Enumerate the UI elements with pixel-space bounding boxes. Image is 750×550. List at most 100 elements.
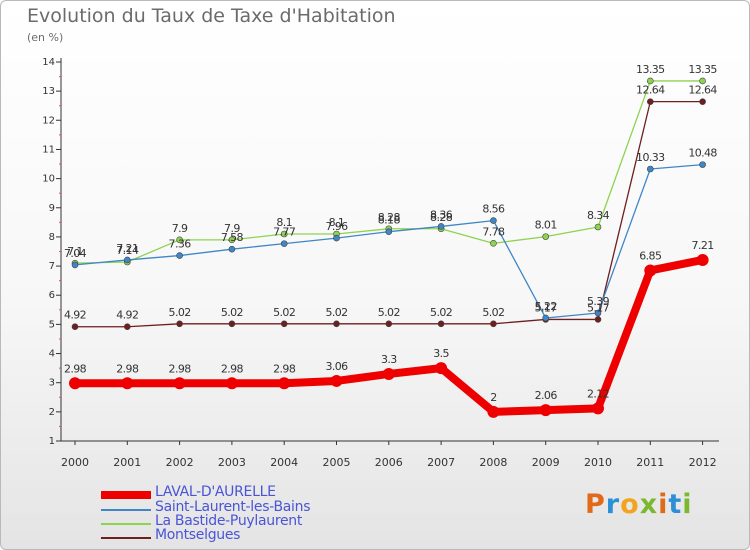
data-label: 2.12 [587,387,609,400]
data-label: 3.5 [433,347,449,360]
y-tick-label: 1 [49,436,55,447]
data-label: 5.02 [273,306,295,319]
x-tick-label: 2000 [61,456,89,469]
x-tick-label: 2007 [427,456,455,469]
chart-unit-label: (en %) [27,31,64,44]
y-tick-label: 5 [49,319,55,330]
data-label: 7.9 [172,222,188,235]
data-label: 2.06 [535,389,558,402]
x-tick-label: 2001 [113,456,141,469]
data-point [382,367,395,380]
data-label: 5.22 [535,300,557,313]
data-label: 7.1 [67,245,83,258]
data-label: 2.98 [221,362,244,375]
data-label: 7.96 [325,220,348,233]
x-tick-label: 2008 [479,456,507,469]
data-point [124,256,131,264]
data-label: 6.85 [639,249,662,262]
data-label: 7.14 [116,244,139,257]
data-point [71,323,79,331]
data-label: 8.18 [378,214,401,227]
data-label: 3.06 [325,360,348,373]
data-point [487,405,500,418]
data-point [592,402,604,415]
legend-swatch [101,523,151,525]
data-label: 13.35 [636,63,665,76]
data-label: 7.21 [116,242,138,255]
data-point [69,377,81,390]
legend-label: Saint-Laurent-les-Bains [155,499,311,515]
data-point [333,320,340,328]
legend-label: LAVAL-D'AURELLE [155,484,276,500]
data-point [646,165,654,173]
data-label: 4.92 [116,309,138,322]
data-label: 2.98 [169,362,192,375]
data-point [490,240,497,247]
data-point [699,161,706,168]
data-point [330,374,343,387]
data-label: 7.36 [169,238,192,251]
data-label: 5.17 [535,301,558,314]
data-label: 8.56 [482,203,505,216]
data-label: 5.17 [587,301,610,314]
y-tick-label: 7 [49,261,55,272]
data-point [699,77,706,85]
data-point [437,223,445,230]
data-point [176,252,183,259]
y-tick-label: 4 [49,349,55,360]
data-label: 12.64 [688,84,717,97]
data-label: 7.78 [482,225,505,238]
data-point [71,261,79,269]
data-label: 2.98 [116,362,139,375]
y-tick-label: 9 [49,203,55,214]
data-label: 7.58 [221,231,244,244]
data-label: 7.21 [692,239,714,252]
data-point [228,245,236,253]
y-tick-label: 6 [49,290,55,301]
data-label: 5.02 [378,306,400,319]
data-point [539,404,552,417]
data-point [280,230,288,238]
data-point [228,320,236,328]
data-label: 7.9 [224,222,240,235]
data-point [594,309,602,317]
x-tick-label: 2009 [532,456,560,469]
data-point [176,320,183,328]
data-label: 8.28 [378,211,401,224]
data-point [646,98,654,105]
data-label: 8.1 [329,216,345,229]
legend-swatch [101,491,151,499]
y-tick-label: 11 [42,144,55,155]
data-point [385,320,393,328]
x-tick-label: 2006 [375,456,403,469]
data-label: 7.77 [273,226,296,239]
data-label: 4.92 [64,309,86,322]
data-point [696,253,709,266]
data-point [333,234,340,242]
x-tick-label: 2003 [218,456,246,469]
data-label: 10.48 [688,147,717,160]
data-label: 2.98 [64,362,87,375]
data-point [228,236,236,244]
data-point [646,77,654,85]
y-tick-label: 2 [49,407,55,418]
x-tick-label: 2010 [584,456,612,469]
legend-swatch [101,537,151,539]
data-point [644,264,657,277]
data-label: 8.34 [587,209,610,222]
data-point [278,377,291,390]
x-tick-label: 2011 [636,456,664,469]
data-point [225,377,238,390]
data-label: 5.39 [587,295,610,308]
data-label: 5.02 [169,306,191,319]
data-point [173,377,186,390]
data-point [594,316,602,323]
data-point [176,236,183,244]
legend-swatch [101,509,151,511]
x-tick-label: 2012 [689,456,717,469]
data-label: 5.02 [482,306,504,319]
data-label: 13.35 [688,63,717,76]
y-tick-label: 13 [42,86,55,97]
